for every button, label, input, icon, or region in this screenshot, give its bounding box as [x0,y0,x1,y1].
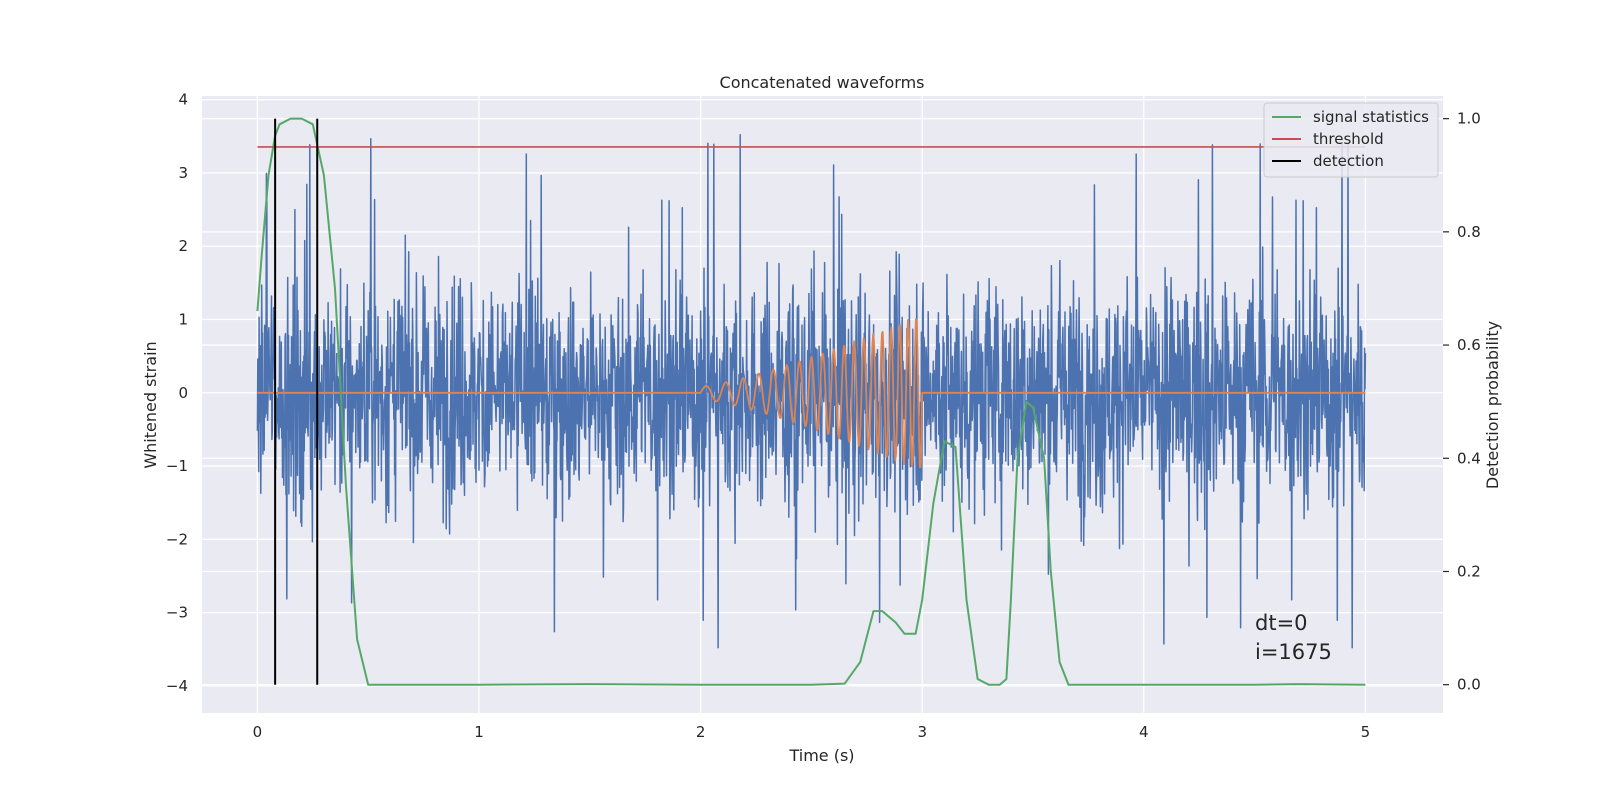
y-right-tick-label: 0.4 [1457,449,1481,467]
x-tick-label: 4 [1139,723,1149,741]
y-tick-label: 3 [178,164,188,182]
y-tick-label: −2 [166,530,188,548]
chirp-line [257,318,1366,469]
y-tick-label: −4 [166,677,188,695]
y-tick-label: 4 [178,91,188,109]
legend-label-signal-statistics: signal statistics [1313,108,1429,126]
y-right-tick-label: 0.2 [1457,562,1481,580]
y-right-axis-label: Detection probability [1483,321,1502,489]
x-tick-label: 2 [696,723,706,741]
detection-series [274,118,319,685]
y-tick-label: 0 [178,384,188,402]
annotation-i: i=1675 [1255,640,1332,664]
y-tick-label: 1 [178,310,188,328]
legend-item-threshold: threshold [1272,130,1384,148]
noise-line [256,134,1367,649]
legend: signal statistics threshold detection [1263,102,1439,178]
noise-series [256,134,1367,649]
y-tick-label: 2 [178,237,188,255]
x-axis-label: Time (s) [788,746,854,765]
y-axis-label: Whitened strain [141,341,160,468]
y-tick-label: −1 [166,457,188,475]
chart-title: Concatenated waveforms [720,73,925,92]
y-right-axis-ticks: 1.0 0.8 0.6 0.4 0.2 0.0 [1443,110,1481,694]
x-tick-label: 5 [1361,723,1371,741]
y-right-tick-label: 0.8 [1457,223,1481,241]
signal-statistics-series [256,117,1366,686]
annotation-dt: dt=0 [1255,611,1308,635]
legend-item-signal-statistics: signal statistics [1272,108,1429,126]
y-right-tick-label: 1.0 [1457,110,1481,128]
x-tick-label: 3 [917,723,927,741]
x-tick-label: 0 [253,723,263,741]
legend-item-detection: detection [1272,152,1384,170]
y-tick-label: −3 [166,604,188,622]
y-axis-ticks: 4 3 2 1 0 −1 −2 −3 −4 [166,91,188,695]
x-tick-label: 1 [474,723,484,741]
legend-label-detection: detection [1313,152,1384,170]
chirp-series [257,318,1366,469]
y-right-tick-label: 0.6 [1457,336,1481,354]
y-right-tick-label: 0.0 [1457,676,1481,694]
legend-box [1263,102,1439,178]
legend-label-threshold: threshold [1313,130,1384,148]
x-axis-ticks: 0 1 2 3 4 5 [253,723,1371,741]
signal-statistics-line [256,117,1366,686]
